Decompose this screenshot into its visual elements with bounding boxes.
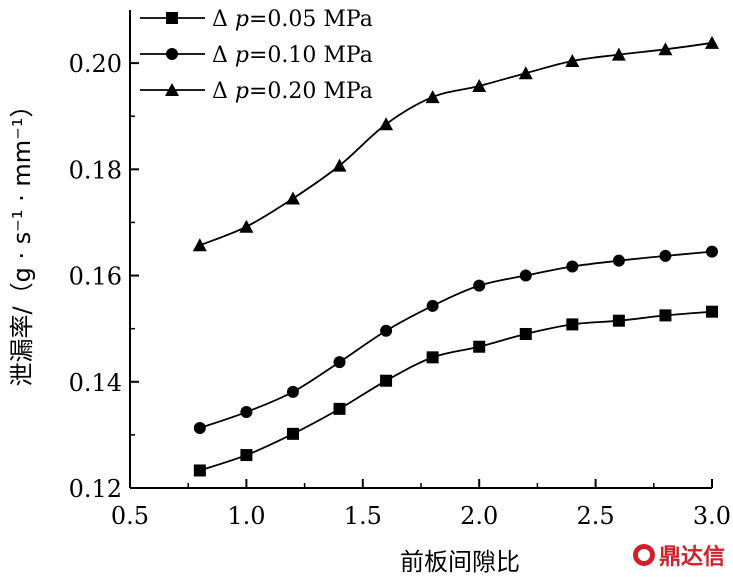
y-tick-label: 0.20: [69, 50, 122, 78]
legend: Δ p=0.05 MPa Δ p=0.10 MPa Δ p=0.20 MPa: [140, 7, 373, 104]
axes: 0.5 1.0 1.5 2.0 2.5 3.0 0.12 0.14 0.16 0.18 0.20: [69, 10, 731, 530]
data-point: [612, 314, 625, 327]
series-line: [199, 310, 713, 472]
data-point: [286, 385, 299, 398]
data-point: [333, 402, 346, 415]
legend-label: Δ p=0.10 MPa: [212, 43, 373, 68]
data-point: [473, 279, 486, 292]
data-point: [380, 374, 393, 387]
data-point: [285, 191, 300, 205]
x-tick-label: 2.0: [460, 502, 498, 530]
data-point: [519, 327, 532, 340]
data-point: [705, 35, 719, 49]
watermark-text: 鼎达信: [658, 545, 725, 570]
legend-marker: [165, 83, 179, 96]
data-point: [240, 449, 253, 462]
data-point: [426, 299, 439, 312]
data-point: [239, 219, 254, 233]
data-point: [380, 324, 393, 337]
data-point: [612, 254, 625, 267]
legend-label: Δ p=0.05 MPa: [212, 7, 373, 32]
y-tick-label: 0.12: [69, 475, 122, 503]
legend-item: Δ p=0.10 MPa: [140, 43, 373, 68]
data-point: [426, 351, 439, 364]
x-tick-label: 1.5: [344, 502, 382, 530]
legend-item: Δ p=0.20 MPa: [140, 79, 373, 104]
data-point: [565, 53, 580, 67]
data-point: [473, 340, 486, 353]
legend-label: Δ p=0.20 MPa: [212, 79, 373, 104]
data-point: [332, 158, 347, 172]
y-tick-label: 0.14: [69, 369, 122, 397]
watermark: 鼎达信: [632, 539, 725, 571]
x-tick-label: 2.5: [577, 502, 615, 530]
x-tick-label: 0.5: [111, 502, 149, 530]
series-line: [199, 250, 713, 429]
data-point: [658, 42, 673, 56]
y-axis-title: 泄漏率/（g · s⁻¹ · mm⁻¹）: [8, 94, 36, 387]
x-axis-title: 前板间隙比: [400, 548, 520, 576]
data-point: [379, 117, 394, 131]
series-circle: [193, 245, 718, 434]
data-point: [192, 238, 207, 252]
data-point: [659, 249, 672, 262]
legend-marker: [166, 48, 178, 60]
x-tick-label: 3.0: [693, 502, 731, 530]
data-point: [706, 305, 718, 318]
data-point: [519, 269, 532, 282]
data-point: [240, 406, 253, 419]
data-point: [286, 427, 299, 440]
y-tick-label: 0.18: [69, 156, 122, 184]
data-point: [193, 464, 206, 477]
legend-item: Δ p=0.05 MPa: [140, 7, 373, 32]
data-point: [706, 245, 718, 258]
watermark-logo-icon: [632, 544, 655, 566]
data-point: [472, 78, 487, 92]
data-point: [333, 356, 346, 369]
series-square: [193, 305, 718, 477]
series-triangle: [192, 35, 719, 252]
data-point: [611, 47, 626, 61]
legend-marker: [166, 12, 178, 24]
data-point: [425, 90, 440, 104]
series-line: [199, 42, 713, 247]
y-tick-label: 0.16: [69, 263, 122, 291]
data-point: [193, 421, 206, 434]
series-layer: [192, 35, 719, 477]
data-point: [518, 66, 533, 80]
data-point: [566, 318, 579, 331]
x-tick-label: 1.0: [227, 502, 265, 530]
data-point: [566, 260, 579, 273]
data-point: [659, 309, 672, 322]
